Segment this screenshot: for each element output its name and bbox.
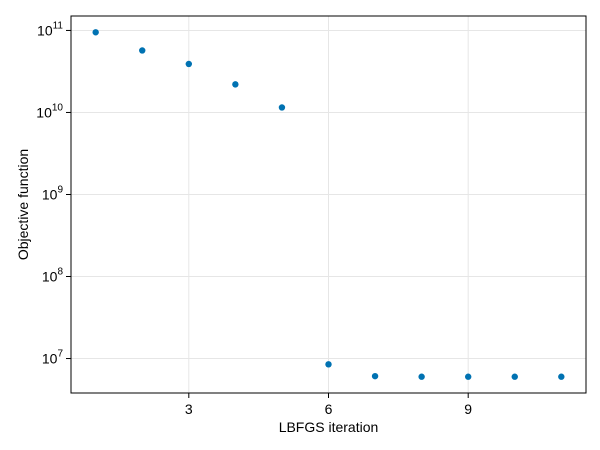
- data-point: [232, 81, 239, 88]
- x-axis-label: LBFGS iteration: [279, 419, 379, 435]
- data-point: [185, 60, 193, 68]
- data-point: [325, 361, 332, 368]
- data-points: [92, 29, 565, 380]
- y-tick-label: 1011: [37, 20, 63, 38]
- data-point: [278, 104, 286, 111]
- data-point: [511, 373, 518, 380]
- ticks: 3 6 9 107 108 109 1010 1011: [36, 20, 472, 417]
- data-point: [371, 372, 379, 380]
- grid: [71, 16, 586, 393]
- data-point: [139, 47, 146, 54]
- data-point: [558, 373, 565, 380]
- data-point: [92, 29, 99, 36]
- data-point: [464, 373, 472, 380]
- data-point: [418, 373, 425, 380]
- y-tick-label: 107: [42, 349, 64, 367]
- y-tick-label: 109: [42, 184, 64, 202]
- y-axis-label: Objective function: [15, 149, 31, 260]
- x-tick-label: 3: [185, 401, 193, 417]
- y-tick-label: 108: [42, 267, 64, 285]
- x-tick-label: 9: [464, 401, 472, 417]
- x-tick-label: 6: [325, 401, 333, 417]
- y-tick-label: 1010: [36, 102, 63, 120]
